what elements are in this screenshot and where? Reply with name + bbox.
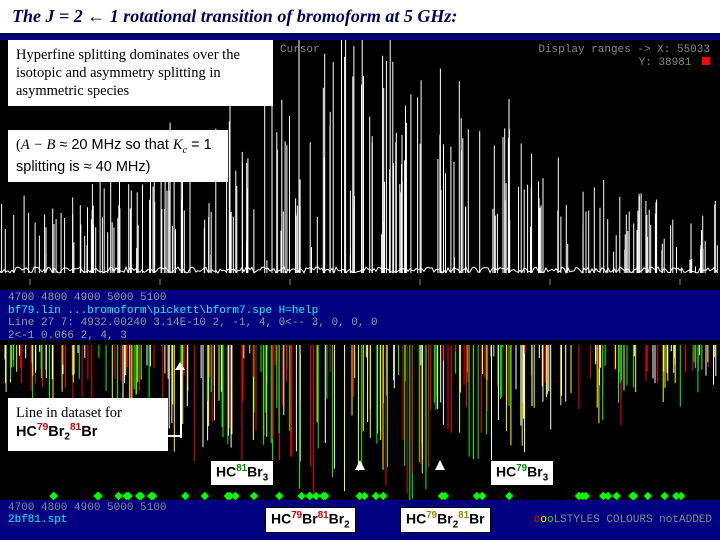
range-ylabel: Y:: [639, 57, 652, 69]
bf-r2: COLOURS notADDED: [606, 514, 712, 526]
sp4-s1: 79: [426, 510, 437, 521]
ds-sb1: 2: [64, 432, 70, 443]
dataset-text: Line in dataset for: [16, 404, 160, 422]
bf-right: oooLSTYLES COLOURS notADDED: [534, 514, 712, 526]
bottom-axis-area: 4700 4800 4900 5000 5100 2bf81.spt oooLS…: [0, 500, 720, 540]
range-y: 38981: [658, 57, 691, 69]
note-hyperfine-text: Hyperfine splitting dominates over the i…: [16, 47, 240, 99]
display-ranges: Display ranges -> X: 55033 Y: 38981: [538, 44, 710, 70]
label-hc79br281br: HC79Br281Br: [400, 507, 491, 533]
sp3-s2: 81: [318, 510, 329, 521]
sp3-pre: HC: [271, 511, 291, 527]
red-marker: [702, 57, 710, 65]
sp4-m2: Br: [469, 511, 485, 527]
sp3-s1: 79: [291, 510, 302, 521]
label-hc81br3: HC81Br3: [210, 460, 274, 486]
bf-left: 2bf81.spt: [8, 514, 67, 526]
ab-kc: K: [173, 137, 183, 153]
status-area: 4700 4800 4900 5000 5100 bf79.lin ...bro…: [0, 290, 720, 340]
sp4-s2: 81: [458, 510, 469, 521]
sp4-pre: HC: [406, 511, 426, 527]
ab-ital: A − B: [21, 137, 56, 153]
sp1-sub: 3: [263, 472, 268, 483]
range-x: 55033: [677, 44, 710, 56]
label-hc79br81br2: HC79Br81Br2: [265, 507, 356, 533]
title-bar: The J = 2 ← 1 rotational transition of b…: [0, 0, 720, 35]
label-hc79br3: HC79Br3: [490, 460, 554, 486]
sp3-sb: 2: [344, 519, 349, 530]
sp1-sup: 81: [236, 463, 247, 474]
page-title: The J = 2 ← 1 rotational transition of b…: [12, 6, 457, 26]
cursor-label: Cursor: [280, 44, 320, 56]
ds-br: Br: [48, 424, 64, 440]
title-j: J = 2: [46, 6, 83, 26]
title-rest: 1 rotational transition of bromoform at …: [110, 6, 458, 26]
note-dataset: Line in dataset for HC79Br281Br: [8, 398, 168, 451]
pointer-line: [180, 368, 182, 438]
status-files: bf79.lin ...bromoform\pickett\bform7.spe…: [8, 305, 712, 318]
title-prefix: The: [12, 6, 46, 26]
ds-s2: 81: [70, 422, 81, 433]
pointer-arrow-icon: [175, 362, 185, 370]
axis-ticks-top: 4700 4800 4900 5000 5100: [8, 292, 712, 305]
dataset-species: HC79Br281Br: [16, 422, 160, 444]
bottom-ticks: 4700 4800 4900 5000 5100: [8, 502, 712, 514]
sp1-pre: HC: [216, 464, 236, 480]
ds-br2: Br: [81, 424, 97, 440]
sp2-pre: HC: [496, 464, 516, 480]
sp4-sb1: 2: [453, 519, 458, 530]
sp2-mid: Br: [527, 464, 543, 480]
sp2-sub: 3: [543, 472, 548, 483]
arrow-icon: ←: [83, 6, 110, 26]
ab-p2: ≈ 20 MHz so that: [55, 137, 173, 153]
sp3-m2: Br: [329, 511, 345, 527]
sp3-m1: Br: [302, 511, 318, 527]
sp2-sup: 79: [516, 463, 527, 474]
sp1-mid: Br: [247, 464, 263, 480]
sp4-m1: Br: [437, 511, 453, 527]
ds-hc: HC: [16, 424, 37, 440]
bottom-files: 2bf81.spt oooLSTYLES COLOURS notADDED: [8, 514, 712, 526]
note-hyperfine: Hyperfine splitting dominates over the i…: [8, 40, 273, 106]
note-ab: (A − B ≈ 20 MHz so that Kc = 1 splitting…: [8, 130, 228, 182]
status-line3: Line 27 7: 4932.00240 3.14E-10 2, -1, 4,…: [8, 317, 712, 330]
ds-s1: 79: [37, 422, 48, 433]
range-label: Display ranges -> X:: [538, 44, 670, 56]
